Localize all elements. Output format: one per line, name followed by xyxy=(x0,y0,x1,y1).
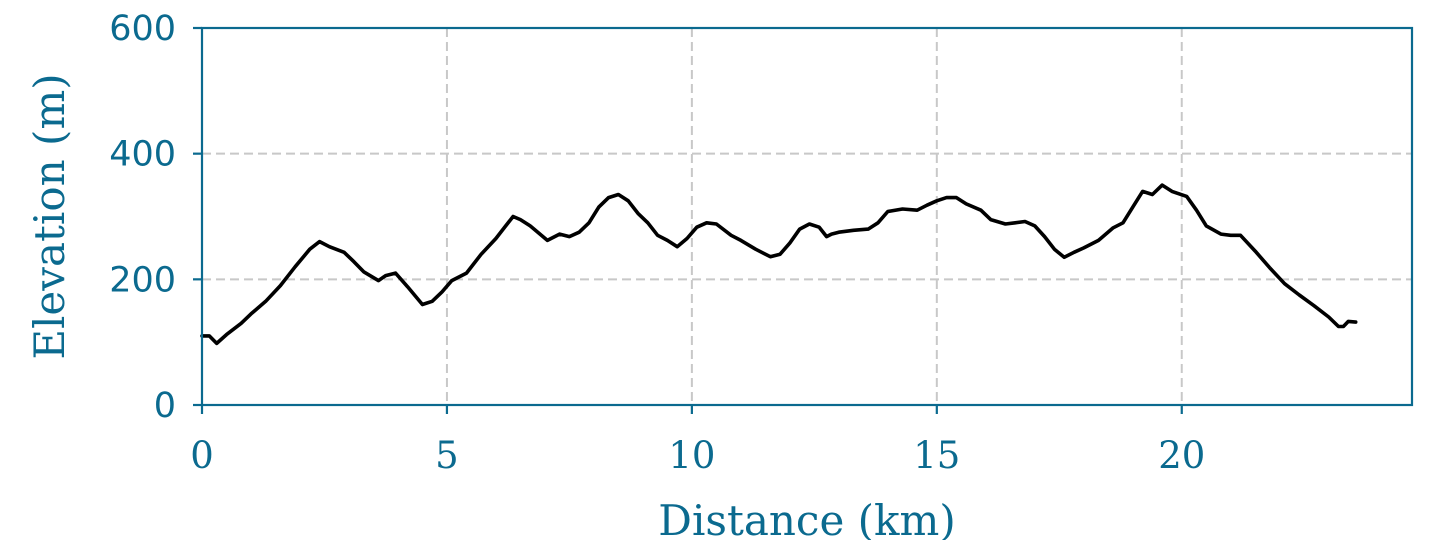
y-tick-label: 200 xyxy=(109,260,176,300)
x-tick-label: 0 xyxy=(190,434,214,477)
axis-ticks xyxy=(193,26,1183,414)
y-axis-label: Elevation (m) xyxy=(25,73,74,359)
plot-frame xyxy=(200,26,1414,407)
grid-lines xyxy=(202,27,1412,405)
x-tick-label: 15 xyxy=(913,434,960,477)
elevation-line xyxy=(200,183,1358,346)
x-tick-label: 5 xyxy=(435,434,459,477)
x-tick-label: 20 xyxy=(1158,434,1205,477)
x-axis-label: Distance (km) xyxy=(658,496,955,540)
y-tick-label: 400 xyxy=(109,135,176,175)
y-tick-label: 600 xyxy=(109,9,176,49)
x-tick-label: 10 xyxy=(668,434,715,477)
y-tick-label: 0 xyxy=(154,386,176,426)
